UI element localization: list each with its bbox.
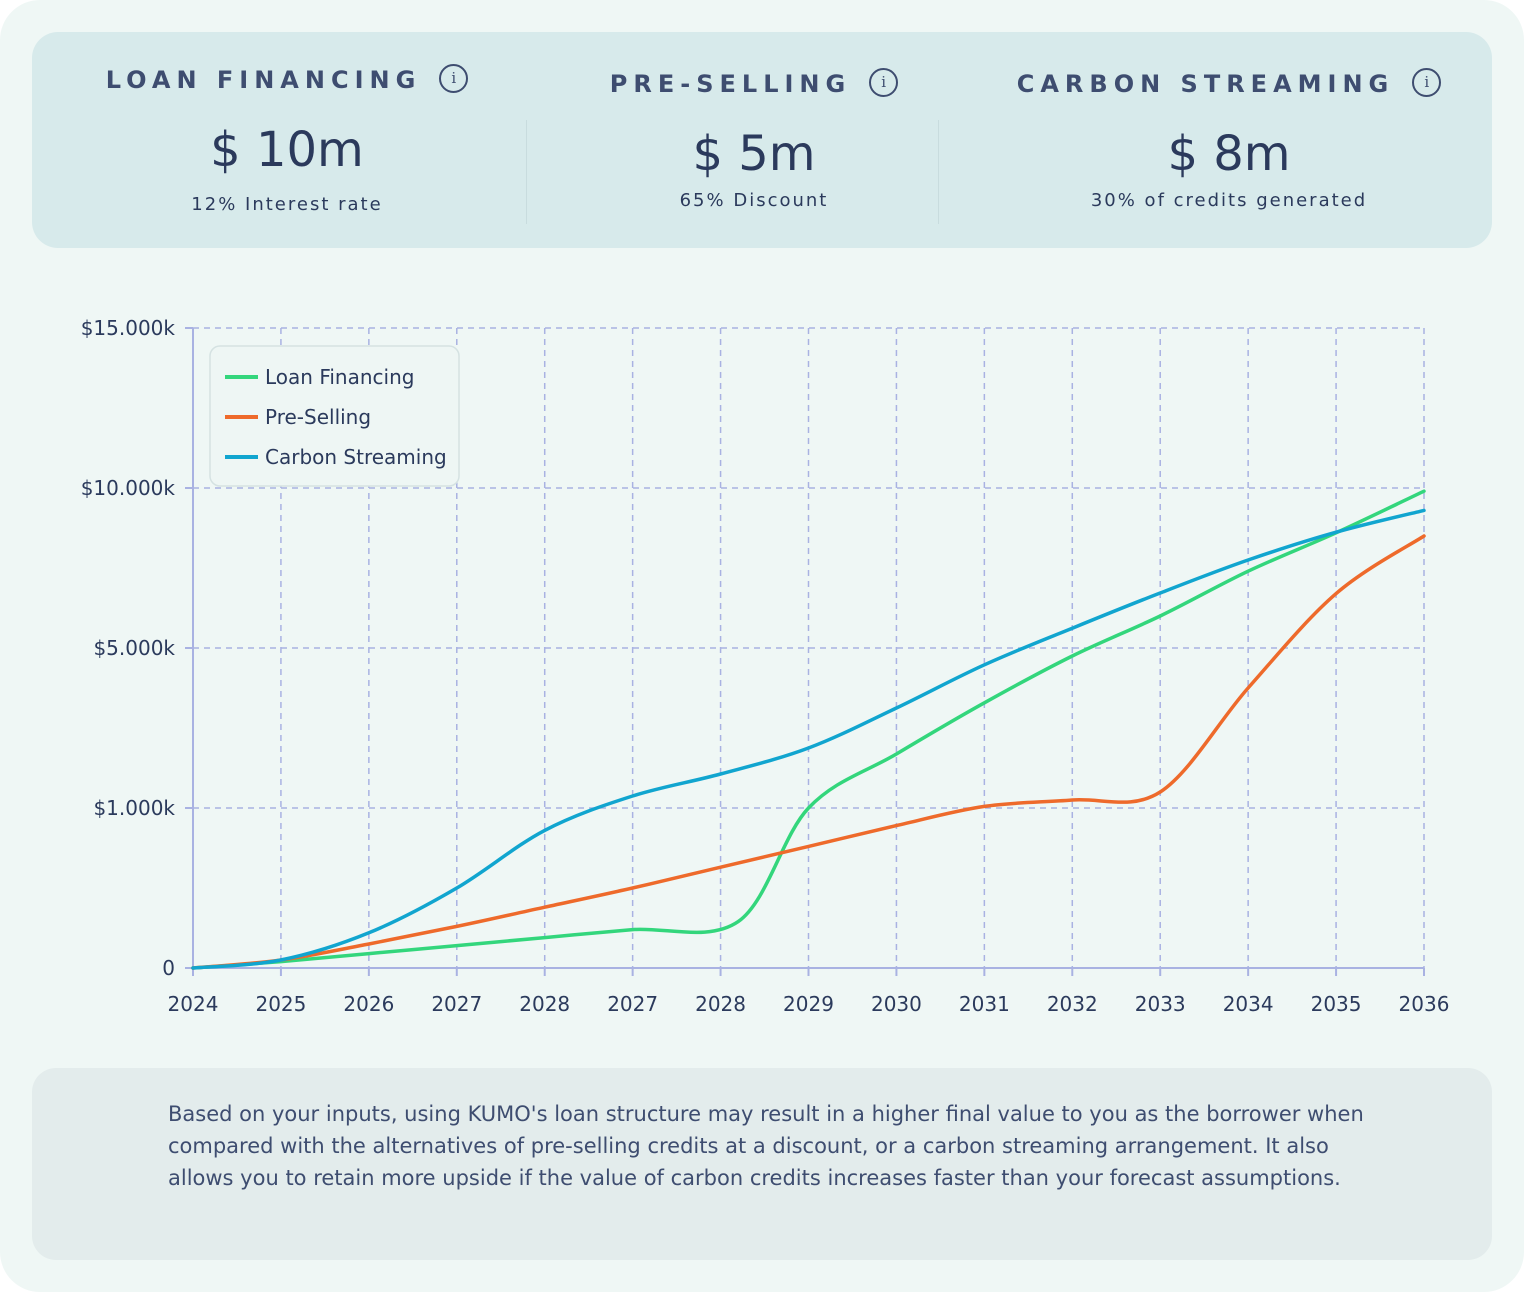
loan-financing-heading: LOAN FINANCING i xyxy=(32,63,542,96)
pre-selling-metric: PRE-SELLING i $ 5m 65% Discount xyxy=(542,32,966,248)
divider xyxy=(938,120,939,224)
pre-selling-subtitle: 65% Discount xyxy=(679,190,829,211)
chart-tick-labels: 2024 2025 2026 2027 2028 2027 2028 2029 2030 2031… xyxy=(81,316,1450,1016)
x-tick-label: 2034 xyxy=(1223,992,1274,1016)
financing-summary-panel: LOAN FINANCING i $ 10m 12% Interest rate … xyxy=(32,32,1492,248)
chart-legend: Loan Financing Pre-Selling Carbon Streamin… xyxy=(209,345,460,487)
x-tick-label: 2036 xyxy=(1399,992,1450,1016)
y-tick-label: $10.000k xyxy=(81,476,176,500)
x-tick-label: 2032 xyxy=(1047,992,1098,1016)
carbon-streaming-metric: CARBON STREAMING i $ 8m 30% of credits ge… xyxy=(966,32,1492,248)
loan-financing-label: LOAN FINANCING xyxy=(105,66,422,94)
loan-financing-line xyxy=(191,489,1426,970)
x-tick-label: 2030 xyxy=(871,992,922,1016)
info-icon[interactable]: i xyxy=(1412,67,1442,97)
loan-financing-subtitle: 12% Interest rate xyxy=(191,194,383,215)
pre-selling-value: $ 5m xyxy=(692,126,816,182)
x-tick-label: 2029 xyxy=(783,992,834,1016)
info-icon[interactable]: i xyxy=(439,63,469,93)
chart-series xyxy=(191,489,1426,970)
carbon-streaming-heading: CARBON STREAMING i xyxy=(966,67,1492,100)
legend-label: Carbon Streaming xyxy=(265,445,447,469)
pre-selling-heading: PRE-SELLING i xyxy=(542,67,966,100)
y-tick-label: $5.000k xyxy=(93,636,175,660)
y-tick-label: $15.000k xyxy=(81,316,176,340)
x-tick-label: 2027 xyxy=(431,992,482,1016)
legend-label: Pre-Selling xyxy=(265,405,371,429)
summary-note: Based on your inputs, using KUMO's loan … xyxy=(32,1068,1492,1260)
info-icon[interactable]: i xyxy=(869,67,899,97)
carbon-streaming-line xyxy=(191,508,1426,970)
x-tick-label: 2033 xyxy=(1135,992,1186,1016)
carbon-streaming-label: CARBON STREAMING xyxy=(1016,70,1395,98)
x-tick-label: 2024 xyxy=(168,992,219,1016)
y-tick-label: 0 xyxy=(162,956,175,980)
x-tick-label: 2031 xyxy=(959,992,1010,1016)
x-tick-label: 2027 xyxy=(607,992,658,1016)
x-tick-label: 2028 xyxy=(519,992,570,1016)
value-comparison-chart: 2024 2025 2026 2027 2028 2027 2028 2029 2030 2031… xyxy=(81,316,1450,1016)
chart-grid xyxy=(193,327,1425,968)
x-tick-label: 2025 xyxy=(255,992,306,1016)
legend-box xyxy=(209,345,460,487)
divider xyxy=(526,120,527,224)
carbon-streaming-subtitle: 30% of credits generated xyxy=(1090,190,1368,211)
carbon-streaming-value: $ 8m xyxy=(1167,126,1291,182)
pre-selling-label: PRE-SELLING xyxy=(609,70,852,98)
y-tick-label: $1.000k xyxy=(93,796,175,820)
x-tick-label: 2026 xyxy=(343,992,394,1016)
legend-label: Loan Financing xyxy=(265,365,414,389)
summary-note-text: Based on your inputs, using KUMO's loan … xyxy=(168,1102,1364,1190)
x-tick-label: 2035 xyxy=(1311,992,1362,1016)
loan-financing-value: $ 10m xyxy=(210,122,364,178)
loan-financing-metric: LOAN FINANCING i $ 10m 12% Interest rate xyxy=(32,32,542,248)
x-tick-label: 2028 xyxy=(695,992,746,1016)
pre-selling-line xyxy=(191,534,1426,970)
